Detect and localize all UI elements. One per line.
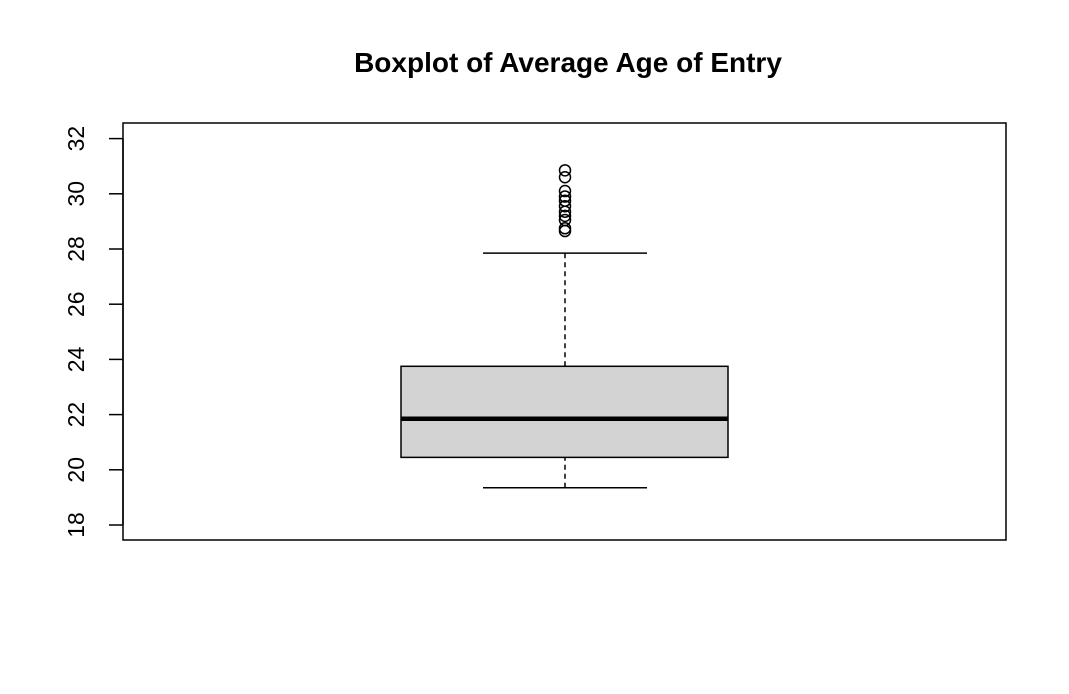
outlier-point [558, 224, 572, 238]
outlier-point [558, 194, 572, 207]
outlier-point [558, 190, 572, 203]
outlier-point [558, 199, 572, 213]
box-group [400, 252, 729, 489]
outlier-point [558, 184, 572, 198]
chart-title: Boxplot of Average Age of Entry [354, 47, 782, 78]
outlier-point [558, 222, 572, 235]
y-tick-label: 18 [63, 512, 89, 538]
y-tick-label: 26 [63, 291, 89, 317]
y-tick-label: 30 [63, 181, 89, 207]
y-tick-label: 28 [63, 236, 89, 262]
y-tick-label: 24 [63, 346, 89, 372]
y-tick-label: 20 [63, 457, 89, 483]
y-tick-label: 32 [63, 126, 89, 152]
y-tick-label: 22 [63, 402, 89, 428]
outlier-point [558, 164, 572, 177]
y-axis: 18 20 22 24 26 28 30 32 [63, 126, 124, 538]
iqr-box [400, 365, 729, 459]
outlier-point [558, 170, 572, 184]
outlier-point [558, 213, 572, 227]
outlier-point [558, 209, 572, 223]
outlier-group [558, 164, 572, 238]
